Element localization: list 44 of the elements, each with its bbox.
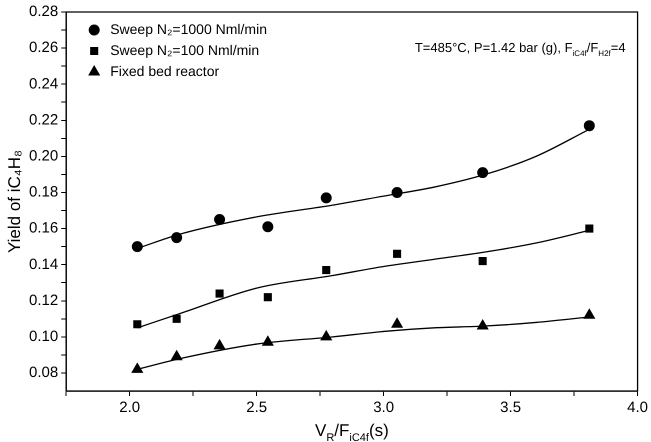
y-tick-label: 0.14 [28,256,58,273]
point [262,221,274,232]
point [171,232,182,244]
point [584,308,596,319]
y-tick-label: 0.08 [28,364,58,382]
point [133,320,142,328]
point [585,224,594,233]
point [477,167,488,178]
point [132,241,143,252]
point [478,257,487,266]
point [214,214,226,226]
y-tick-label: 0.26 [28,39,58,56]
point [320,330,332,340]
legend-label: Sweep N₂=1000 Nml/min [110,20,267,37]
point [320,192,332,204]
point [584,120,595,132]
x-tick-label: 2.0 [119,399,140,416]
point [392,186,403,198]
legend-label: Sweep N₂=100 Nml/min [110,42,260,58]
x-tick-label: 3.0 [373,399,394,416]
legend-label: Fixed bed reactor [110,62,220,79]
point [132,362,143,373]
point [214,339,226,350]
x-tick-label: 3.5 [500,399,522,416]
y-tick-label: 0.16 [28,220,58,237]
y-tick-label: 0.10 [28,328,58,345]
y-tick-label: 0.12 [28,292,58,309]
y-tick-label: 0.18 [28,184,58,201]
y-tick-label: 0.28 [28,3,58,20]
point [216,290,224,298]
y-tick-label: 0.20 [28,148,58,165]
point [391,318,403,328]
y-tick-label: 0.22 [28,111,58,128]
y-tick-label: 0.24 [28,75,58,92]
point [393,250,402,258]
point [262,336,274,346]
y-axis-title: Yield of iC₄H₈ [5,150,24,254]
x-tick-label: 2.5 [246,399,268,416]
point [264,293,272,302]
point [322,266,330,274]
point [476,320,488,330]
point [170,350,182,360]
x-tick-label: 4.0 [627,399,648,416]
point [172,314,181,323]
